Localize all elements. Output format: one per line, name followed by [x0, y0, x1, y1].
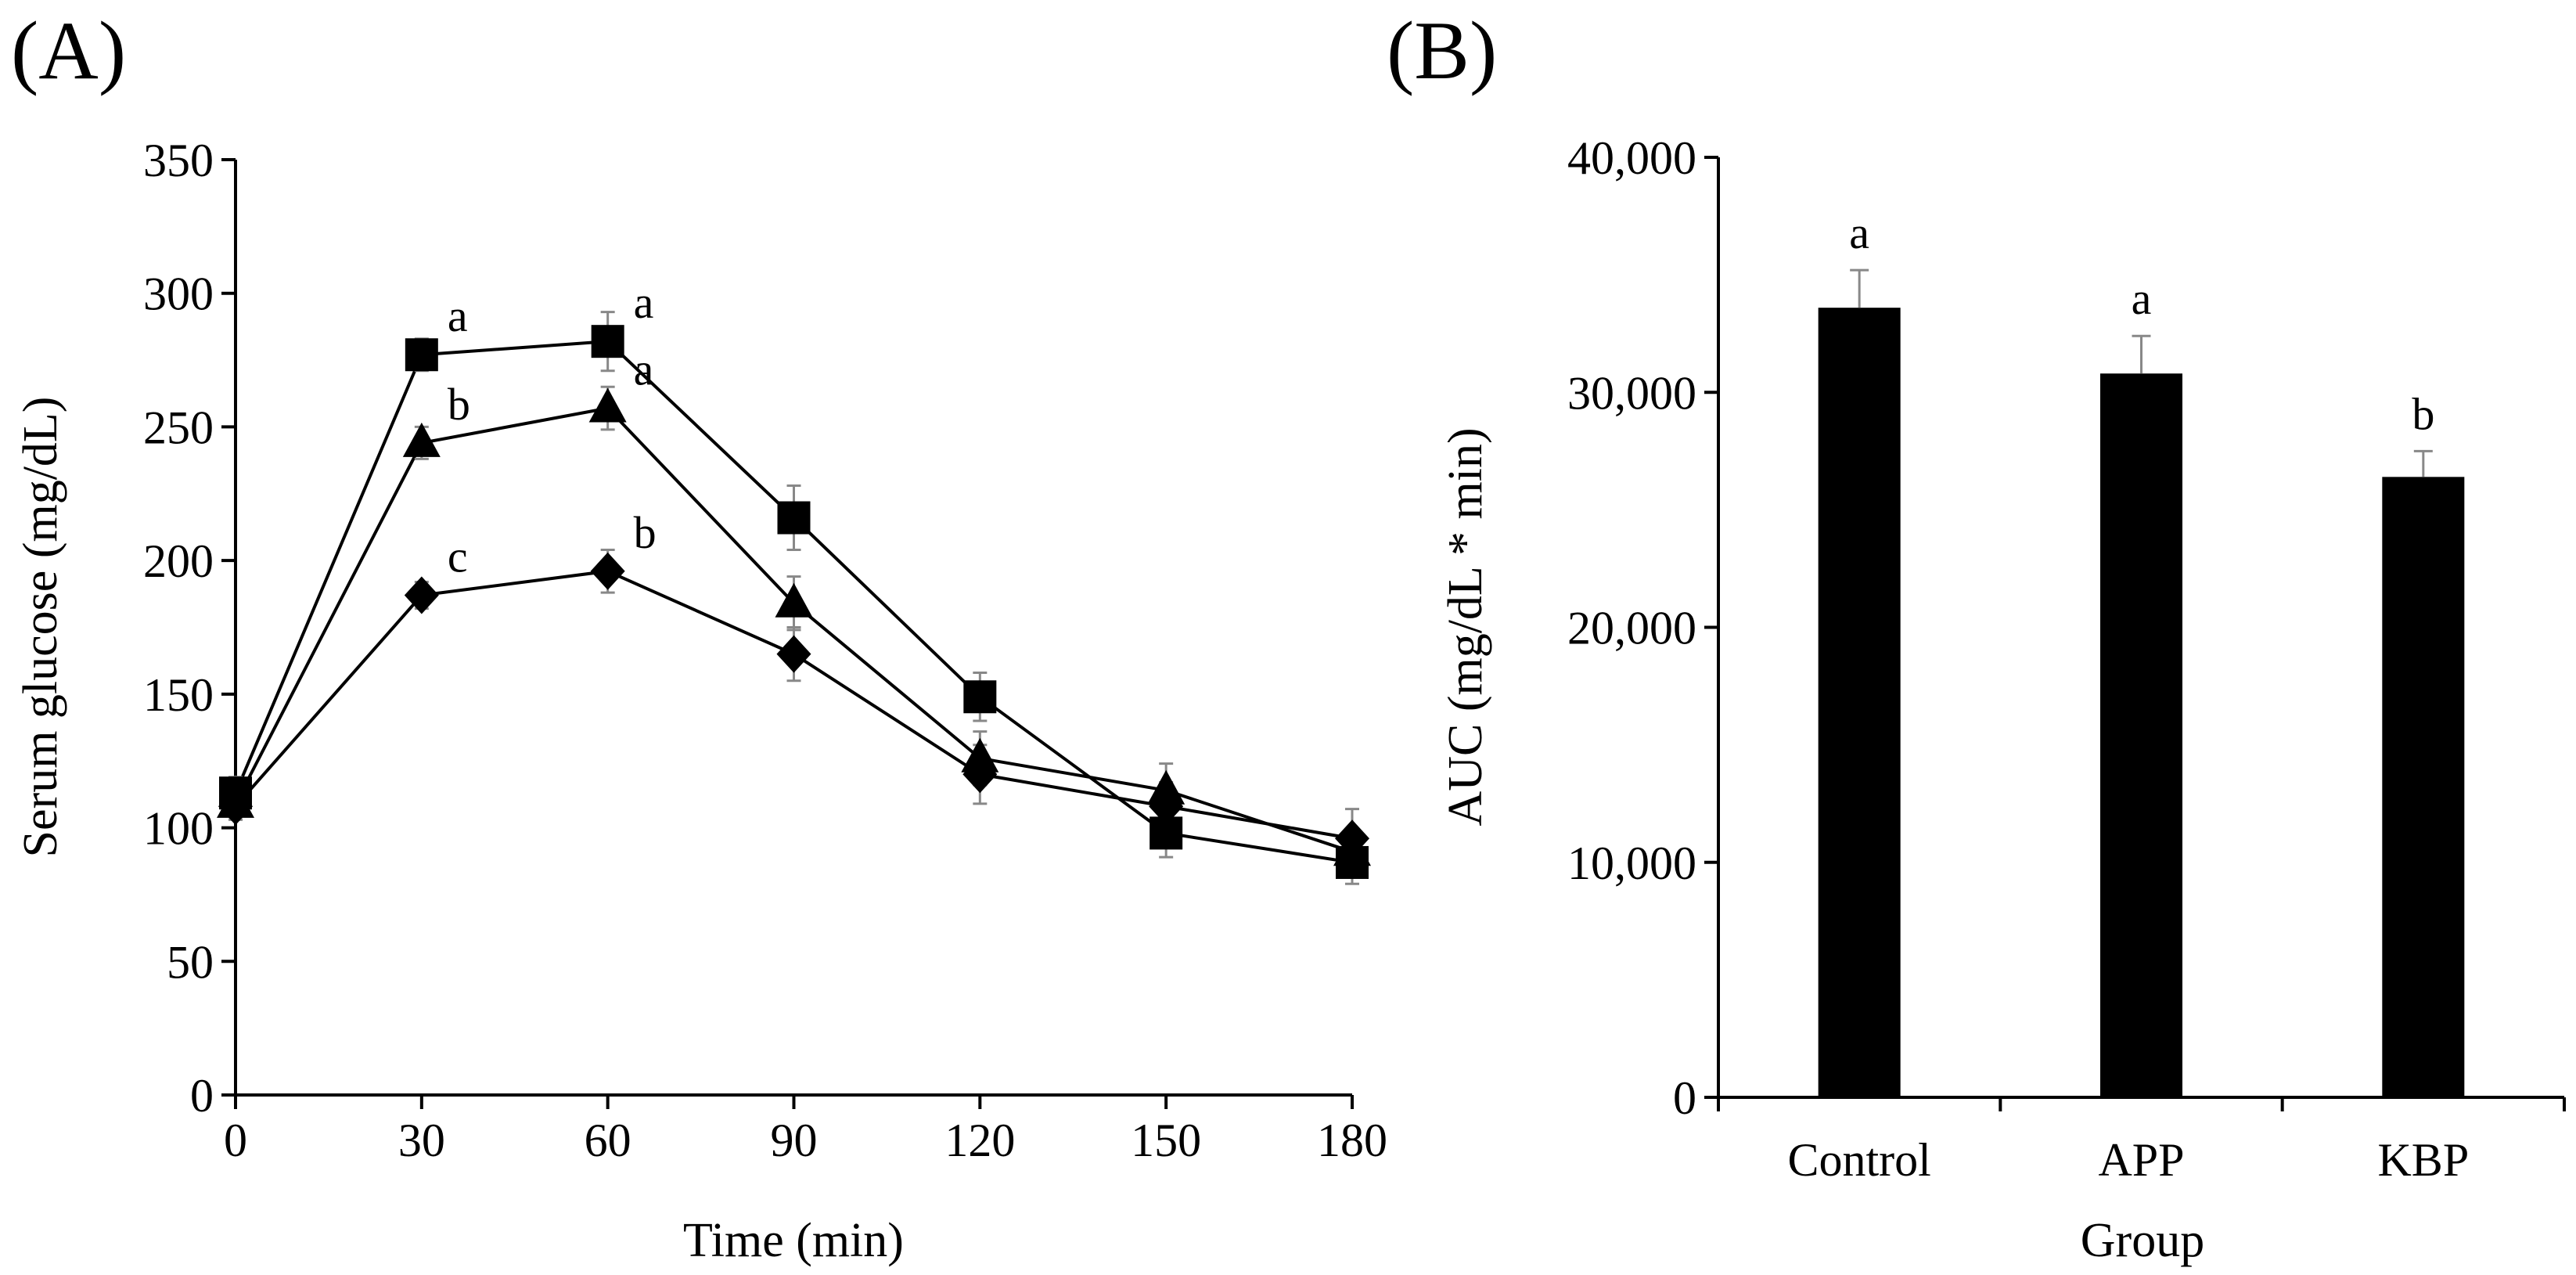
point-square [591, 325, 624, 358]
x-tick-label: 60 [585, 1115, 631, 1166]
point-triangle [402, 422, 441, 457]
x-tick-label: 90 [771, 1115, 818, 1166]
bar-app [2100, 373, 2182, 1098]
point-triangle [775, 582, 813, 618]
panel-a-x-ticks: 0 30 60 90 120 150 180 [224, 1095, 1387, 1166]
significance-label: a [2132, 273, 2152, 324]
significance-label: a [448, 290, 468, 341]
y-tick-label: 0 [1673, 1072, 1696, 1124]
y-tick-label: 200 [143, 535, 214, 587]
panel-a-y-axis-title: Serum glucose (mg/dL) [14, 397, 67, 858]
x-tick-label: 30 [398, 1115, 445, 1166]
point-diamond [1149, 787, 1184, 826]
significance-label: a [634, 277, 654, 328]
significance-label: a [634, 344, 654, 395]
bar-kbp [2382, 477, 2465, 1097]
significance-label: b [448, 379, 470, 430]
point-triangle [588, 387, 627, 423]
point-diamond [218, 787, 253, 826]
panel-a-y-ticks: 0 50 100 150 200 250 300 350 [143, 135, 236, 1122]
significance-label: b [634, 507, 657, 558]
panel-a-x-axis-title: Time (min) [683, 1214, 904, 1267]
y-tick-label: 50 [167, 936, 214, 988]
x-tick-label: 120 [944, 1115, 1015, 1166]
y-tick-label: 350 [143, 135, 214, 186]
x-category-label: KBP [2377, 1134, 2469, 1186]
point-square [963, 680, 997, 714]
significance-label: c [448, 531, 468, 582]
panel-b-bar-chart: (B) 0 10,000 20,000 30,000 40,000 a Control a A… [1387, 5, 2566, 1267]
point-diamond [1335, 819, 1369, 858]
y-tick-label: 0 [190, 1070, 214, 1122]
y-tick-label: 300 [143, 268, 214, 320]
y-tick-label: 250 [143, 402, 214, 453]
bar-control [1818, 308, 1901, 1097]
panel-b-bars: a Control a APP b KBP [1787, 207, 2469, 1186]
point-square [405, 338, 438, 372]
point-diamond [776, 635, 811, 673]
y-tick-label: 150 [143, 669, 214, 721]
significance-label: a [1849, 207, 1869, 258]
y-tick-label: 10,000 [1567, 837, 1696, 889]
panel-b-y-axis-title: AUC (mg/dL * min) [1439, 427, 1492, 826]
y-tick-label: 20,000 [1567, 603, 1696, 654]
point-diamond [962, 755, 998, 794]
point-diamond [404, 576, 439, 614]
panel-b-label: (B) [1387, 5, 1497, 96]
y-tick-label: 30,000 [1567, 367, 1696, 419]
y-tick-label: 100 [143, 803, 214, 855]
y-tick-label: 40,000 [1567, 132, 1696, 184]
significance-label: b [2412, 388, 2434, 439]
point-triangle [961, 737, 999, 773]
panel-b-y-ticks: 0 10,000 20,000 30,000 40,000 [1567, 132, 2566, 1124]
x-category-label: Control [1787, 1134, 1930, 1186]
x-tick-label: 150 [1131, 1115, 1201, 1166]
x-tick-label: 0 [224, 1115, 247, 1166]
panel-a-label: (A) [11, 5, 126, 96]
panel-a-line-chart: (A) 0 50 100 150 200 250 300 350 0 30 60 90 120 150 1… [11, 5, 1387, 1267]
point-square [777, 501, 811, 535]
point-triangle [1147, 769, 1185, 805]
x-category-label: APP [2098, 1134, 2184, 1186]
point-diamond [590, 552, 625, 590]
panel-b-x-axis-title: Group [2081, 1214, 2204, 1267]
x-tick-label: 180 [1317, 1115, 1387, 1166]
